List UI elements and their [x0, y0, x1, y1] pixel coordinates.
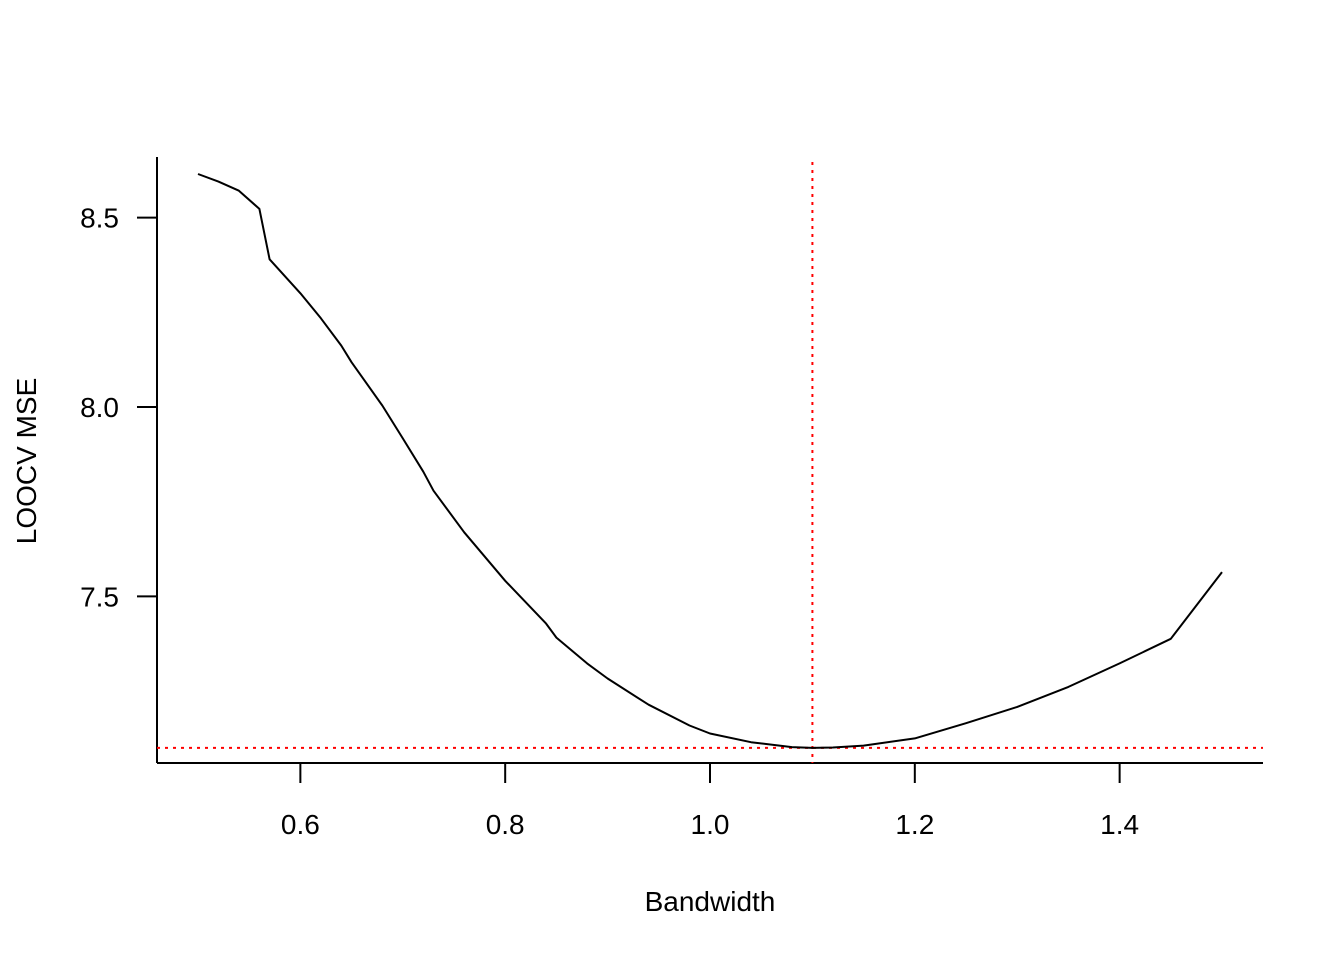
- y-axis-title: LOOCV MSE: [11, 378, 42, 544]
- reference-lines: [157, 162, 1263, 763]
- x-axis-title: Bandwidth: [645, 886, 776, 917]
- y-tick-label: 8.0: [80, 392, 119, 423]
- axes: 0.6 0.8 1.0 1.2 1.4 7.5 8.0 8.5: [80, 157, 1263, 840]
- x-tick-label: 1.0: [691, 809, 730, 840]
- y-tick-label: 8.5: [80, 203, 119, 234]
- series-line: [197, 173, 1223, 749]
- x-tick-label: 0.6: [281, 809, 320, 840]
- axis-labels: Bandwidth LOOCV MSE: [11, 378, 775, 917]
- y-tick-label: 7.5: [80, 581, 119, 612]
- x-tick-label: 1.4: [1100, 809, 1139, 840]
- x-tick-label: 1.2: [895, 809, 934, 840]
- x-tick-label: 0.8: [486, 809, 525, 840]
- series-group: [197, 173, 1223, 749]
